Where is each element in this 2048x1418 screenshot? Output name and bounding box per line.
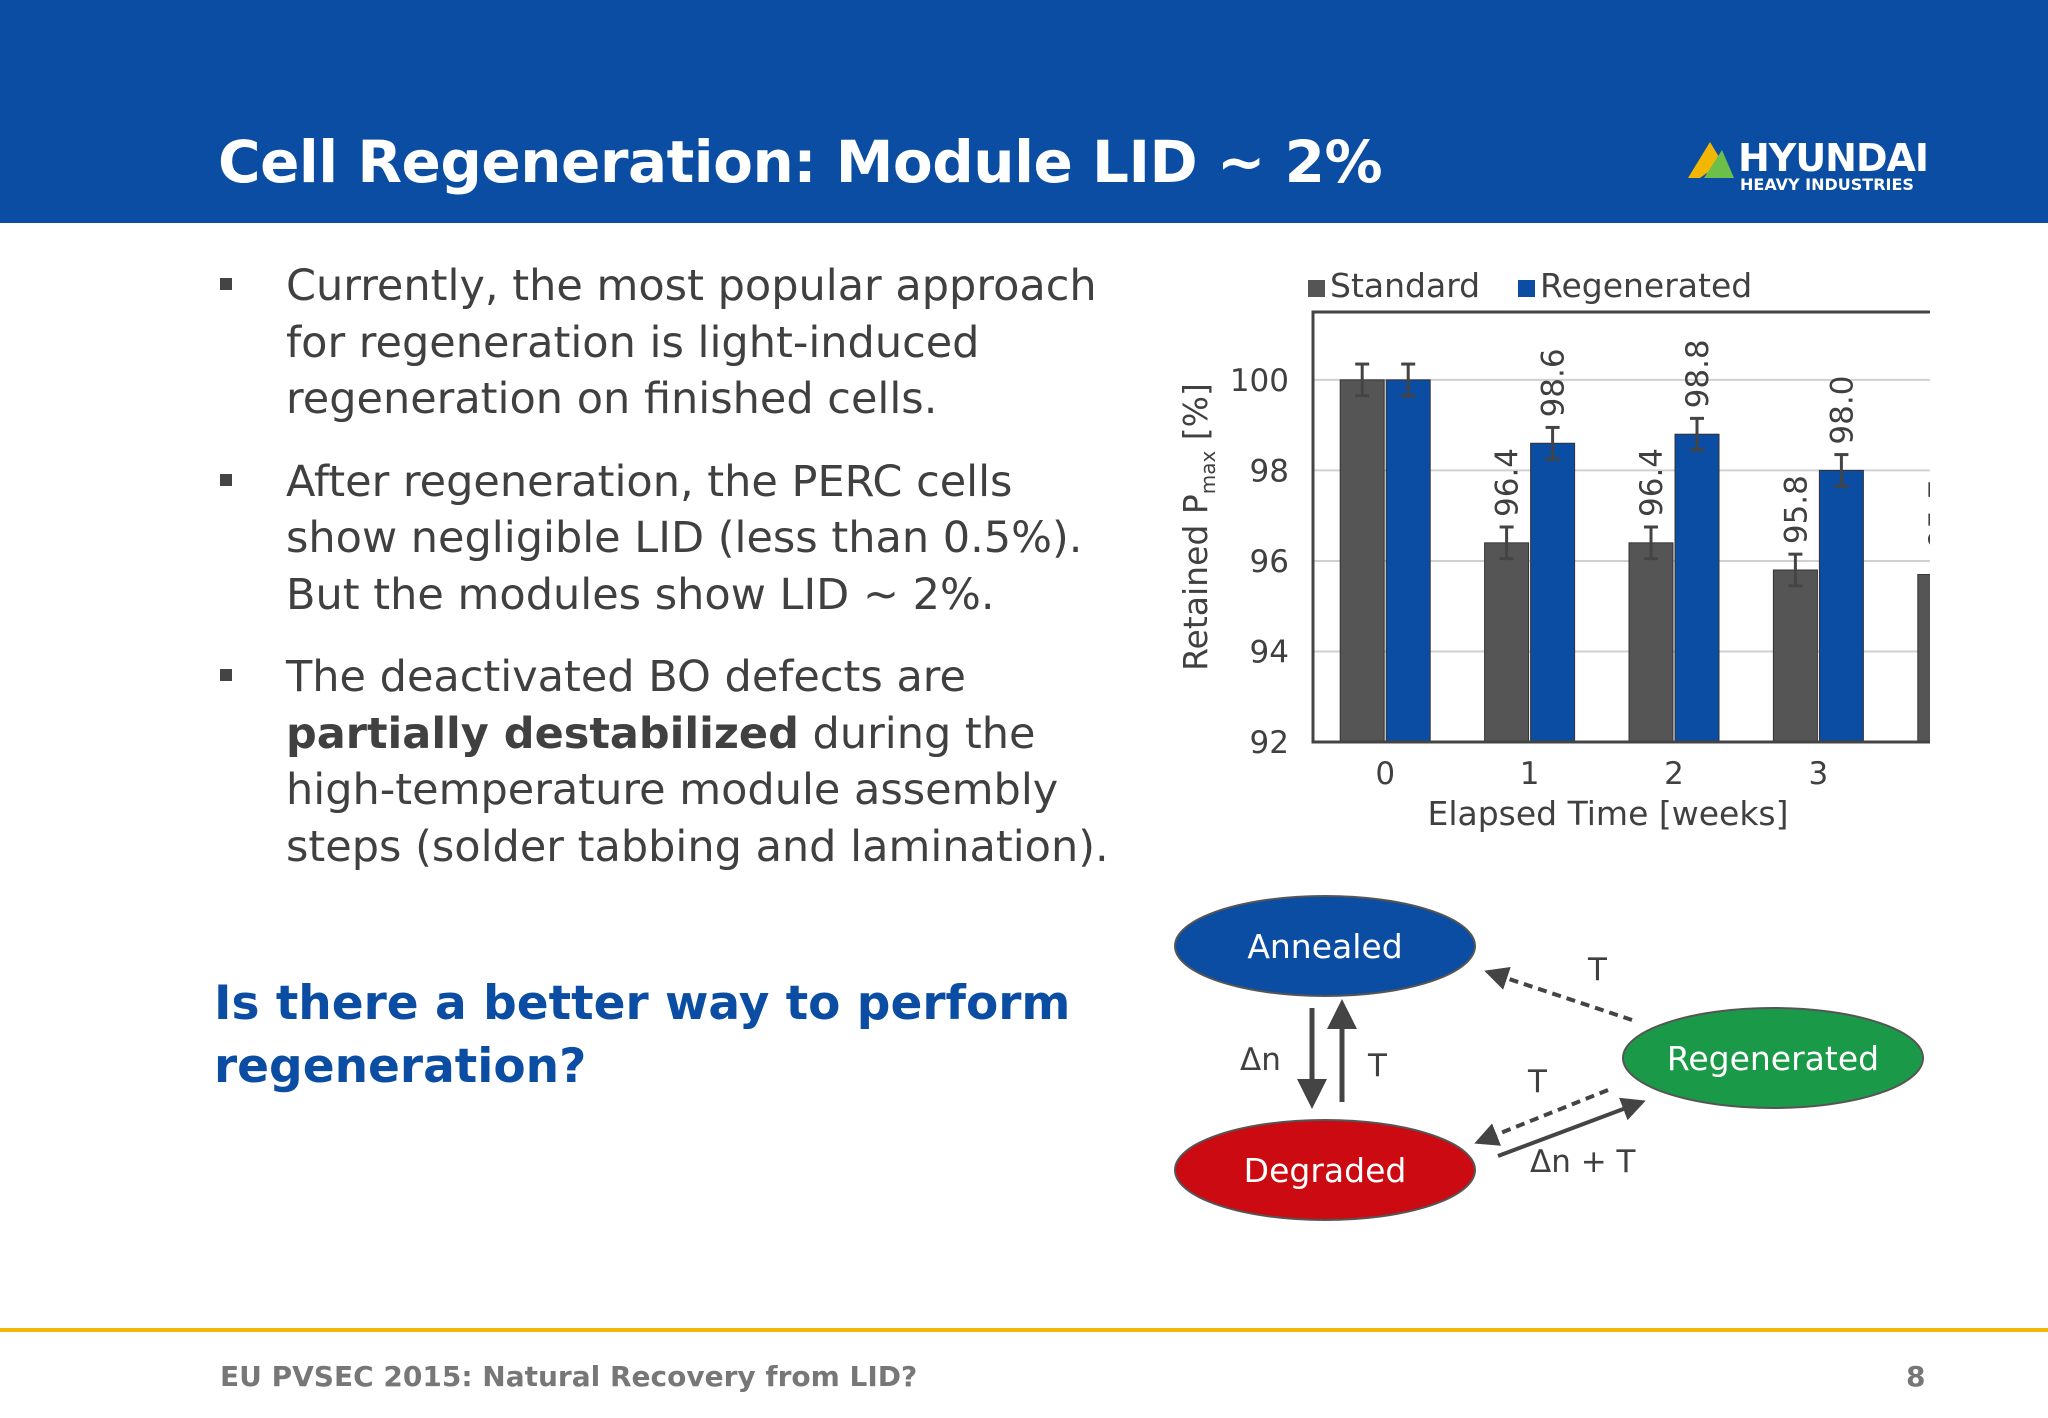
legend-swatch-standard [1308, 280, 1325, 297]
footer-divider [0, 1328, 2048, 1332]
bars [1339, 379, 1930, 743]
data-label: 95.7 [1923, 480, 1930, 549]
bar-standard [1628, 542, 1674, 743]
annealed-node [1174, 895, 1476, 997]
bar-regenerated [1530, 442, 1576, 743]
regenerated-node [1622, 1007, 1924, 1109]
bullet-text-pre: The deactivated BO defects are [286, 652, 966, 702]
x-axis-ticks: 01234 [1375, 756, 1829, 792]
bullet-text: Currently, the most popular approach for… [286, 261, 1097, 424]
x-tick-label: 1 [1520, 756, 1540, 792]
y-axis-title-sub: max [1196, 451, 1220, 495]
bar-standard [1339, 379, 1385, 743]
legend-label-standard: Standard [1330, 266, 1480, 305]
bullet-item: After regeneration, the PERC cells show … [218, 454, 1118, 624]
y-tick-label: 96 [1250, 544, 1289, 580]
y-axis-title-main: Retained P [1176, 494, 1215, 671]
x-axis-title: Elapsed Time [weeks] [1427, 794, 1788, 833]
hyundai-triangle-icon [1688, 142, 1734, 178]
gridlines [1313, 378, 1930, 653]
legend-swatch-regenerated [1518, 280, 1535, 297]
bar-chart: Standard Regenerated 96.4 98.6 96.4 98.8 95.… [1176, 266, 1930, 833]
y-axis-title-unit: [%] [1176, 383, 1215, 451]
edge-label-t-up: T [1367, 1048, 1388, 1084]
footer-text: EU PVSEC 2015: Natural Recovery from LID… [220, 1360, 918, 1393]
bullet-text-post: during the high-temperature module assem… [286, 708, 1109, 872]
y-tick-label: 94 [1250, 634, 1289, 670]
edge-label-delta-n-plus-t: Δn + T [1530, 1144, 1637, 1180]
plot-frame [1311, 310, 1930, 744]
degraded-label: Degraded [1244, 1151, 1407, 1190]
bullet-item: Currently, the most popular approach for… [218, 258, 1118, 428]
regenerated-label: Regenerated [1667, 1039, 1879, 1078]
bar-standard [1484, 542, 1530, 743]
slide-title: Cell Regeneration: Module LID ~ 2% [218, 128, 1383, 196]
arrow-regenerated-to-annealed [1484, 966, 1633, 1022]
data-label: 98.6 [1536, 348, 1572, 417]
data-label: 98.8 [1680, 339, 1716, 408]
bar-regenerated [1674, 433, 1720, 743]
bullet-item: The deactivated BO defects are partially… [218, 649, 1118, 875]
x-tick-label: 3 [1809, 756, 1829, 792]
data-label: 96.4 [1634, 448, 1670, 517]
edge-label-t-mid: T [1527, 1064, 1548, 1100]
data-label: 95.8 [1778, 475, 1814, 544]
y-tick-label: 92 [1250, 725, 1289, 761]
bar-regenerated [1385, 379, 1431, 743]
company-logo: HYUNDAI HEAVY INDUSTRIES [1688, 138, 1948, 198]
bullet-text: The deactivated BO defects are partially… [286, 649, 1118, 875]
bullet-text: After regeneration, the PERC cells show … [286, 456, 1083, 620]
edge-label-t-top: T [1587, 952, 1608, 988]
bar-regenerated [1818, 469, 1864, 743]
square-bullet-icon [220, 473, 232, 486]
x-tick-label: 0 [1375, 756, 1395, 792]
error-bars [1355, 362, 1849, 588]
bullet-text-bold: partially destabilized [286, 708, 799, 759]
y-tick-label: 100 [1230, 363, 1289, 399]
y-axis-title: Retained Pmax [%] [1176, 383, 1220, 671]
edge-label-delta-n: Δn [1240, 1042, 1281, 1078]
logo-name: HYUNDAI [1738, 136, 1929, 180]
square-bullet-icon [220, 278, 232, 290]
data-labels: 96.498.696.498.895.898.095.798.3 [1490, 339, 1930, 548]
state-diagram: Annealed Regenerated Degraded Δn T T T Δ… [1174, 895, 1924, 1221]
y-tick-label: 98 [1250, 453, 1289, 489]
square-bullet-icon [220, 669, 232, 681]
data-label: 98.0 [1824, 376, 1860, 445]
x-tick-label: 2 [1664, 756, 1684, 792]
question-text: Is there a better way to perform regener… [214, 976, 1071, 1094]
bar-standard [1772, 569, 1818, 743]
arrow-degraded-to-regenerated [1497, 1097, 1646, 1158]
bar-standard [1917, 574, 1930, 743]
bullet-list: Currently, the most popular approach for… [218, 258, 1118, 901]
degraded-node [1174, 1119, 1476, 1221]
annealed-label: Annealed [1247, 927, 1402, 966]
y-axis-ticks: 92 94 96 98 100 [1230, 363, 1289, 761]
arrow-regenerated-to-degraded [1474, 1088, 1609, 1146]
data-label: 96.4 [1490, 448, 1526, 517]
legend-label-regenerated: Regenerated [1540, 266, 1752, 305]
page-number: 8 [1906, 1360, 1926, 1393]
logo-subtitle: HEAVY INDUSTRIES [1740, 175, 1914, 194]
header-bar [0, 0, 2048, 223]
